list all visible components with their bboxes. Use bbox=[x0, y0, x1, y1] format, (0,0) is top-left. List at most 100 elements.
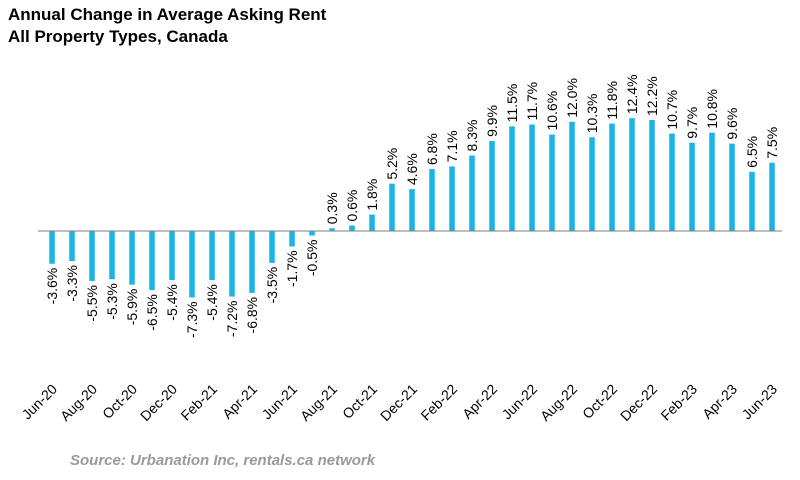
bar-Aug-22 bbox=[569, 121, 575, 231]
bar-Jun-20 bbox=[49, 231, 55, 264]
x-tick-Feb-22: Feb-22 bbox=[417, 381, 460, 424]
data-label-May-23: 6.5% bbox=[744, 136, 760, 168]
bar-Jan-23 bbox=[669, 133, 675, 231]
data-label-Jul-20: -3.3% bbox=[64, 265, 80, 302]
bar-Jun-21 bbox=[289, 231, 295, 247]
bar-Feb-23 bbox=[689, 142, 695, 231]
data-label-Feb-22: 7.1% bbox=[444, 130, 460, 162]
x-tick-Feb-23: Feb-23 bbox=[657, 381, 700, 424]
data-label-Sep-21: 0.6% bbox=[344, 190, 360, 222]
data-label-Nov-21: 5.2% bbox=[384, 148, 400, 180]
bar-Oct-21 bbox=[369, 214, 375, 231]
data-label-Aug-20: -5.5% bbox=[84, 285, 100, 322]
x-tick-Dec-20: Dec-20 bbox=[137, 381, 180, 424]
data-label-Mar-22: 8.3% bbox=[464, 120, 480, 152]
bar-Dec-22 bbox=[649, 119, 655, 231]
bar-Apr-21 bbox=[249, 231, 255, 293]
data-label-Dec-20: -5.4% bbox=[164, 284, 180, 321]
x-tick-Apr-23: Apr-23 bbox=[699, 381, 740, 422]
x-tick-Jun-21: Jun-21 bbox=[259, 381, 301, 423]
bar-Jul-21 bbox=[309, 231, 315, 236]
data-label-Nov-20: -6.5% bbox=[144, 294, 160, 331]
x-tick-Jun-23: Jun-23 bbox=[739, 381, 781, 423]
bar-Sep-20 bbox=[109, 231, 115, 280]
bar-Feb-22 bbox=[449, 166, 455, 231]
data-label-Apr-21: -6.8% bbox=[244, 297, 260, 334]
chart-title: Annual Change in Average Asking Rent bbox=[8, 5, 327, 24]
bar-Aug-20 bbox=[89, 231, 95, 282]
x-tick-Dec-22: Dec-22 bbox=[617, 381, 660, 424]
data-label-Jul-22: 10.6% bbox=[544, 91, 560, 131]
bar-May-22 bbox=[509, 126, 515, 231]
x-tick-Oct-21: Oct-21 bbox=[339, 381, 380, 422]
x-tick-Apr-21: Apr-21 bbox=[219, 381, 260, 422]
bar-Jun-22 bbox=[529, 124, 535, 231]
bars-group bbox=[49, 118, 775, 298]
bar-Mar-22 bbox=[469, 155, 475, 231]
bar-Oct-20 bbox=[129, 231, 135, 285]
x-tick-Aug-21: Aug-21 bbox=[297, 381, 340, 424]
data-label-Feb-23: 9.7% bbox=[684, 107, 700, 139]
source-note: Source: Urbanation Inc, rentals.ca netwo… bbox=[70, 452, 376, 469]
x-tick-Aug-22: Aug-22 bbox=[537, 381, 580, 424]
bar-Nov-21 bbox=[389, 183, 395, 231]
bar-May-23 bbox=[749, 171, 755, 231]
data-label-Oct-21: 1.8% bbox=[364, 179, 380, 211]
data-label-May-22: 11.5% bbox=[504, 84, 520, 123]
bar-Jul-20 bbox=[69, 231, 75, 262]
chart-subtitle: All Property Types, Canada bbox=[8, 27, 228, 46]
bar-Nov-20 bbox=[149, 231, 155, 291]
bar-Dec-21 bbox=[409, 189, 415, 231]
data-label-Mar-23: 10.8% bbox=[704, 89, 720, 129]
data-label-Jun-22: 11.7% bbox=[524, 82, 540, 121]
x-tick-Jun-22: Jun-22 bbox=[499, 381, 541, 423]
data-label-Oct-20: -5.9% bbox=[124, 289, 140, 326]
data-label-Aug-21: 0.3% bbox=[324, 192, 340, 224]
x-tick-Feb-21: Feb-21 bbox=[177, 381, 220, 424]
data-label-Sep-20: -5.3% bbox=[104, 283, 120, 320]
data-label-Mar-21: -7.2% bbox=[224, 301, 240, 338]
data-label-Jul-21: -0.5% bbox=[304, 240, 320, 277]
bar-Jun-23 bbox=[769, 162, 775, 231]
x-tick-Jun-20: Jun-20 bbox=[19, 381, 61, 423]
data-label-Jan-22: 6.8% bbox=[424, 133, 440, 165]
bar-Apr-22 bbox=[489, 140, 495, 231]
data-label-Jun-21: -1.7% bbox=[284, 250, 300, 287]
bar-Nov-22 bbox=[629, 118, 635, 231]
data-label-Aug-22: 12.0% bbox=[564, 78, 580, 118]
data-labels-group: -3.6% -3.3%-5.5% -5.3% -5.9% -6.5% -5.4% -7.3%… bbox=[44, 74, 780, 338]
data-label-Sep-22: 10.3% bbox=[584, 94, 600, 134]
chart-title-block: Annual Change in Average Asking Rent All… bbox=[8, 4, 326, 48]
bar-Sep-22 bbox=[589, 137, 595, 231]
bar-Jan-21 bbox=[189, 231, 195, 298]
x-tick-Dec-21: Dec-21 bbox=[377, 381, 420, 424]
x-tick-Oct-22: Oct-22 bbox=[579, 381, 620, 422]
x-tick-labels-group: Jun-20Aug-20Oct-20Dec-20Feb-21Apr-21Jun-… bbox=[19, 381, 781, 424]
data-label-Jan-21: -7.3% bbox=[184, 301, 200, 338]
data-label-Jun-23: 7.5% bbox=[764, 127, 780, 159]
bar-Jan-22 bbox=[429, 169, 435, 231]
data-label-Nov-22: 12.4% bbox=[624, 74, 640, 114]
bar-Apr-23 bbox=[729, 143, 735, 231]
data-label-Jun-20: -3.6% bbox=[44, 268, 60, 305]
bar-Sep-21 bbox=[349, 225, 355, 231]
data-label-Apr-23: 9.6% bbox=[724, 108, 740, 140]
bar-Dec-20 bbox=[169, 231, 175, 281]
bar-Jul-22 bbox=[549, 134, 555, 231]
bar-May-21 bbox=[269, 231, 275, 263]
data-label-May-21: -3.5% bbox=[264, 267, 280, 304]
x-tick-Apr-22: Apr-22 bbox=[459, 381, 500, 422]
bar-Oct-22 bbox=[609, 123, 615, 231]
bar-Mar-23 bbox=[709, 132, 715, 231]
bar-Feb-21 bbox=[209, 231, 215, 281]
data-label-Oct-22: 11.8% bbox=[604, 81, 620, 120]
data-label-Feb-21: -5.4% bbox=[204, 284, 220, 321]
data-label-Jan-23: 10.7% bbox=[664, 90, 680, 130]
data-label-Apr-22: 9.9% bbox=[484, 105, 500, 137]
x-tick-Aug-20: Aug-20 bbox=[57, 381, 100, 424]
bar-Mar-21 bbox=[229, 231, 235, 297]
data-label-Dec-21: 4.6% bbox=[404, 153, 420, 185]
data-label-Dec-22: 12.2% bbox=[644, 76, 660, 116]
bar-Aug-21 bbox=[329, 228, 335, 231]
